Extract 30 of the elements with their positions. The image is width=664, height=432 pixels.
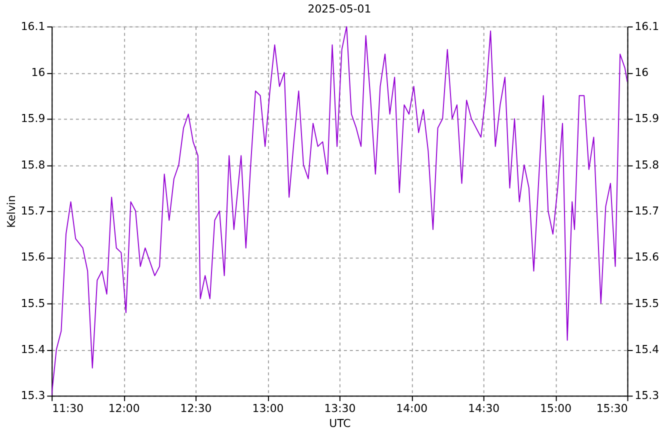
- x-tick-label: 13:00: [252, 402, 284, 416]
- y2-tick-label: 15.7: [634, 204, 660, 218]
- x-tick-label: 12:30: [180, 402, 212, 416]
- y-tick-label: 15.7: [20, 204, 46, 218]
- y2-tick-label: 16: [634, 66, 649, 80]
- x-tick-label: 14:30: [468, 402, 500, 416]
- x-tick-label: 15:00: [540, 402, 572, 416]
- y2-tick-label: 15.8: [634, 158, 660, 172]
- y2-tick-label: 15.9: [634, 112, 660, 126]
- x-axis-title: UTC: [329, 416, 352, 430]
- y2-tick-label: 15.4: [634, 342, 660, 356]
- y-tick-label: 15.4: [20, 342, 46, 356]
- y-tick-label: 15.5: [20, 296, 46, 310]
- y2-tick-label: 15.3: [634, 389, 660, 402]
- y2-tick-label: 15.6: [634, 250, 660, 264]
- y-tick-label: 15.9: [20, 112, 46, 126]
- y-tick-label: 15.8: [20, 158, 46, 172]
- y-axis-title: Kelvin: [4, 195, 18, 228]
- x-tick-label: 14:00: [396, 402, 428, 416]
- x-tick-label: 15:30: [596, 402, 628, 416]
- y-tick-label: 15.6: [20, 250, 46, 264]
- x-tick-label: 11:30: [52, 402, 84, 416]
- y-tick-label: 16.1: [20, 20, 46, 33]
- y2-tick-label: 15.5: [634, 296, 660, 310]
- chart-title: 2025-05-01: [308, 2, 372, 16]
- x-tick-label: 12:00: [108, 402, 140, 416]
- x-tick-label: 13:30: [324, 402, 356, 416]
- y2-tick-label: 16.1: [634, 20, 660, 33]
- y-tick-label: 16: [31, 66, 46, 80]
- y-tick-label: 15.3: [20, 389, 46, 402]
